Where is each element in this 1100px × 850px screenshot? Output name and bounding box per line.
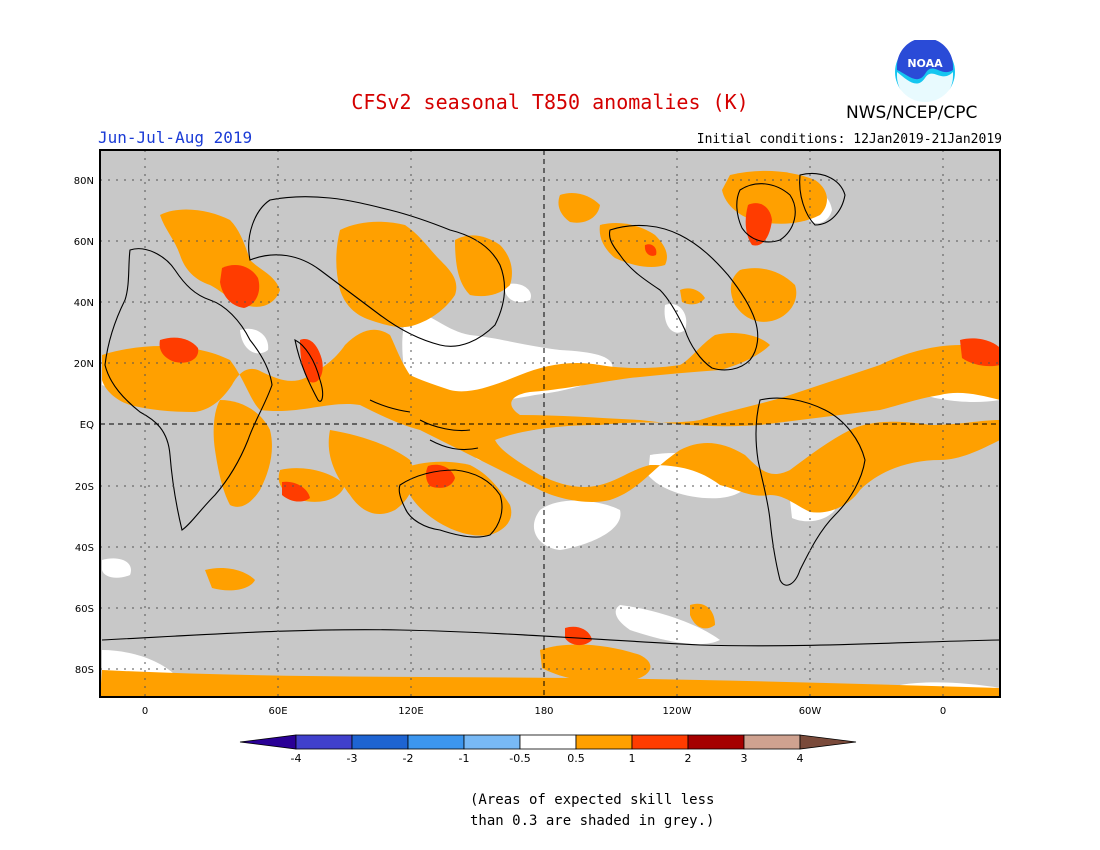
lon-label: 120E bbox=[398, 706, 423, 717]
lat-label: 40N bbox=[74, 298, 94, 309]
colorbar-label: 1 bbox=[629, 752, 636, 765]
colorbar-swatch bbox=[743, 734, 801, 750]
lat-label: 60N bbox=[74, 237, 94, 248]
lat-labels: 80N 60N 40N 20N EQ 20S 40S 60S 80S bbox=[74, 176, 94, 676]
colorbar-label: -4 bbox=[291, 752, 302, 765]
map-frame bbox=[99, 149, 1001, 698]
lat-label: 80S bbox=[75, 665, 94, 676]
lon-label: 0 bbox=[940, 706, 946, 717]
colorbar-label: 3 bbox=[741, 752, 748, 765]
lat-label: 60S bbox=[75, 604, 94, 615]
lon-label: 120W bbox=[663, 706, 692, 717]
colorbar-max-arrow bbox=[799, 734, 857, 750]
footnote-line-2: than 0.3 are shaded in grey.) bbox=[470, 813, 715, 829]
equator-dateline bbox=[100, 150, 1000, 697]
colorbar-label: 0.5 bbox=[567, 752, 585, 765]
lat-label: EQ bbox=[80, 420, 94, 431]
lon-label: 0 bbox=[142, 706, 148, 717]
colorbar-swatch bbox=[407, 734, 465, 750]
colorbar-label: -0.5 bbox=[509, 752, 530, 765]
colorbar-swatch bbox=[463, 734, 521, 750]
colorbar-label: -1 bbox=[459, 752, 470, 765]
colorbar-swatch bbox=[575, 734, 633, 750]
colorbar-label: 4 bbox=[797, 752, 804, 765]
lon-label: 180 bbox=[534, 706, 553, 717]
lon-label: 60E bbox=[268, 706, 287, 717]
colorbar-swatch bbox=[687, 734, 745, 750]
colorbar-swatch bbox=[351, 734, 409, 750]
chart-title: CFSv2 seasonal T850 anomalies (K) bbox=[351, 90, 749, 114]
colorbar-label: 2 bbox=[685, 752, 692, 765]
colorbar-label: -2 bbox=[403, 752, 414, 765]
lon-labels: 0 60E 120E 180 120W 60W 0 bbox=[142, 706, 946, 717]
noaa-logo-text: NOAA bbox=[907, 57, 943, 70]
noaa-logo: NOAA bbox=[895, 40, 955, 104]
colorbar-swatch bbox=[295, 734, 353, 750]
coastlines bbox=[101, 173, 1000, 647]
colorbar-label: -3 bbox=[347, 752, 358, 765]
colorbar-min-arrow bbox=[239, 734, 297, 750]
colorbar-swatch bbox=[519, 734, 577, 750]
warm-anomaly-regions bbox=[100, 170, 1000, 697]
colorbar: -4 -3 -2 -1 -0.5 0.5 1 2 3 4 bbox=[239, 734, 857, 765]
lat-label: 80N bbox=[74, 176, 94, 187]
lat-label: 40S bbox=[75, 543, 94, 554]
season-label: Jun-Jul-Aug 2019 bbox=[98, 128, 253, 147]
lat-label: 20S bbox=[75, 482, 94, 493]
footnote-line-1: (Areas of expected skill less bbox=[470, 792, 715, 808]
initial-conditions-label: Initial conditions: 12Jan2019-21Jan2019 bbox=[696, 132, 1002, 147]
agency-label: NWS/NCEP/CPC bbox=[846, 103, 978, 123]
lon-label: 60W bbox=[799, 706, 822, 717]
lat-label: 20N bbox=[74, 359, 94, 370]
colorbar-swatch bbox=[631, 734, 689, 750]
skill-footnote: (Areas of expected skill less than 0.3 a… bbox=[470, 790, 730, 832]
